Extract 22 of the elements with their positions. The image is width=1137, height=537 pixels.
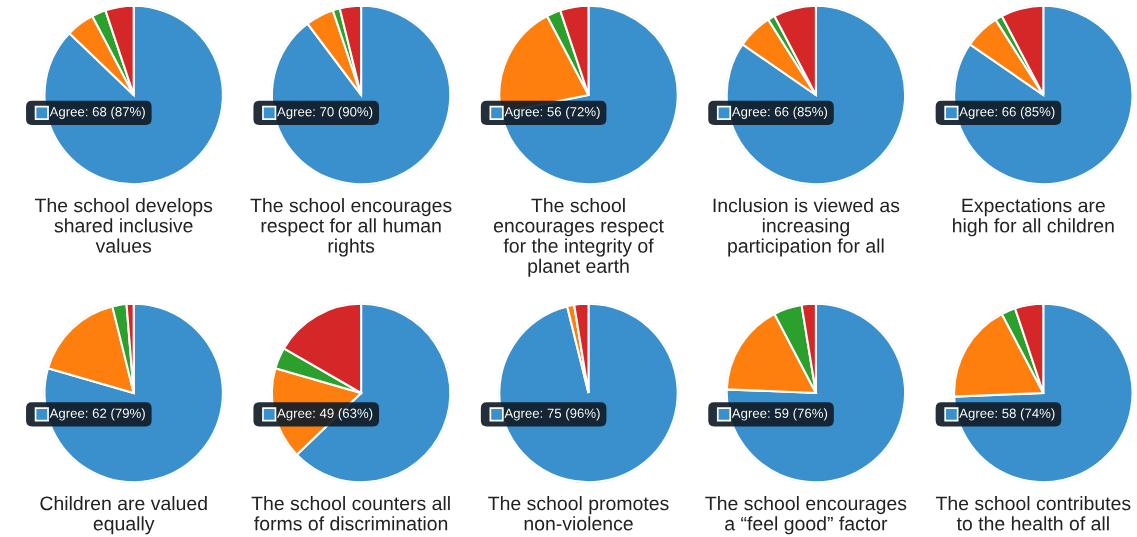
legend-label: Agree: 59 (76%): [731, 408, 828, 421]
text: Inclusion is viewed as increasing participation for all: [713, 198, 900, 257]
legend-label: Agree: 75 (96%): [504, 408, 600, 421]
legend-label: Agree: 49 (63%): [277, 408, 373, 421]
legend-label: Agree: 66 (85%): [959, 106, 1055, 119]
text: The school encourages respect for all human rights: [250, 198, 452, 257]
legend-label: Agree: 58 (74%): [959, 408, 1055, 421]
legend-label: Agree: 66 (85%): [731, 106, 828, 119]
text: Expectations are high for all children: [953, 198, 1114, 237]
text: The school promotes non-violence: [488, 496, 669, 531]
pie-slice: [46, 305, 135, 395]
pie-slice: [498, 302, 679, 484]
legend-label: Agree: 62 (79%): [49, 408, 145, 421]
text: The school encourages respect for the integrity of planet earth: [493, 198, 664, 277]
text: The school counters all forms of discrimination: [251, 496, 450, 531]
legend-label: Agree: 56 (72%): [504, 106, 600, 119]
text: The school develops shared inclusive values: [34, 198, 213, 253]
legend-label: Agree: 68 (87%): [49, 106, 145, 119]
legend-label: Agree: 70 (90%): [277, 106, 373, 119]
text: The school encourages a “feel good” factor: [705, 496, 907, 535]
text: The school contributes to the health of all: [935, 496, 1131, 531]
text: Children are valued equally: [40, 496, 207, 535]
